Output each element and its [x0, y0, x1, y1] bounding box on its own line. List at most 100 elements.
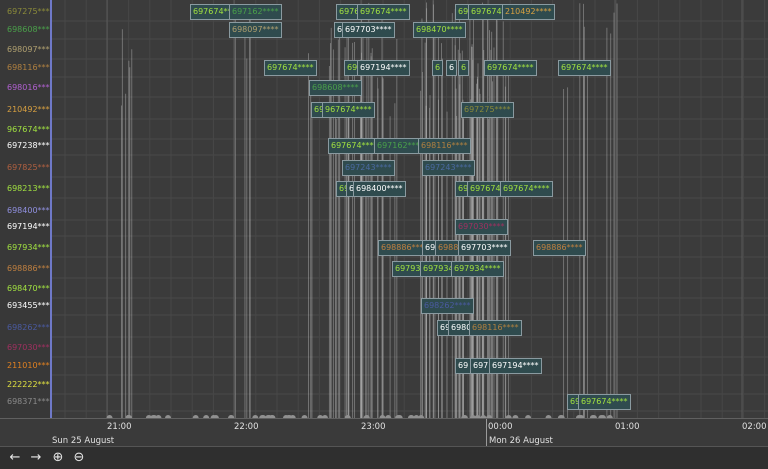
event-tag[interactable]: 6 — [432, 60, 444, 76]
time-axis: 21:00 22:00 23:00 00:00 01:00 02:00 Sun … — [0, 418, 768, 447]
event-dot — [145, 415, 152, 418]
zoom-out-icon[interactable]: ⊖ — [73, 450, 85, 465]
tick-label-0100: 01:00 — [615, 422, 640, 432]
tick-label-2100: 21:00 — [107, 422, 132, 432]
event-dot — [606, 415, 613, 418]
event-tag[interactable]: 967674**** — [322, 102, 375, 118]
event-tag[interactable]: 698470**** — [413, 22, 466, 38]
event-dot — [266, 415, 273, 418]
row-label: 693455**** — [7, 301, 51, 310]
event-tag[interactable]: 697703**** — [342, 22, 395, 38]
row-label: 222222**** — [7, 380, 51, 389]
event-dot — [558, 415, 565, 418]
row-label: 210492**** — [7, 105, 51, 114]
row-label: 698116**** — [7, 63, 51, 72]
event-tag[interactable]: 698116**** — [418, 138, 471, 154]
row-label: 698371**** — [7, 397, 51, 406]
event-tag[interactable]: 697194**** — [489, 358, 542, 374]
row-label: 698608**** — [7, 25, 51, 34]
event-dot — [418, 415, 425, 418]
forward-arrow-icon[interactable]: → — [30, 450, 42, 465]
event-dot — [321, 415, 328, 418]
event-tag[interactable]: 697674**** — [578, 394, 631, 410]
event-dot — [155, 415, 162, 418]
event-tag[interactable]: 698400**** — [353, 181, 406, 197]
event-dot — [301, 415, 308, 418]
tick-label-2300: 23:00 — [361, 422, 386, 432]
event-dot — [252, 415, 259, 418]
row-label: 697238**** — [7, 141, 51, 150]
event-tag[interactable]: 697674**** — [328, 138, 381, 154]
row-label: 697934**** — [7, 243, 51, 252]
event-dot — [545, 415, 552, 418]
event-tag[interactable]: 6 — [446, 60, 458, 76]
event-tag[interactable]: 697194**** — [357, 60, 410, 76]
event-dot — [408, 415, 415, 418]
label-divider[interactable] — [50, 0, 52, 446]
event-dot — [525, 415, 532, 418]
event-dot — [379, 415, 386, 418]
event-tag[interactable]: 697934**** — [451, 261, 504, 277]
tick-label-2200: 22:00 — [234, 422, 259, 432]
event-dot — [480, 415, 487, 418]
event-dot — [598, 415, 605, 418]
row-label: 697030**** — [7, 343, 51, 352]
event-dot — [283, 415, 289, 418]
row-label: 698262**** — [7, 323, 51, 332]
row-label-column: 697275**** 698608**** 698097**** 698116****… — [0, 0, 51, 418]
event-tag[interactable]: 698116**** — [469, 320, 522, 336]
event-tag[interactable]: 697674**** — [500, 181, 553, 197]
event-dot — [486, 415, 493, 418]
event-dot — [505, 415, 512, 418]
event-dot — [385, 415, 392, 418]
event-tag[interactable]: 697275**** — [461, 102, 514, 118]
event-dot — [125, 415, 132, 418]
event-tag[interactable]: 697674**** — [484, 60, 537, 76]
timeline-plot[interactable]: 697674****697162****6976****697674****69… — [52, 0, 768, 418]
event-tag[interactable]: 697243**** — [422, 160, 475, 176]
row-label: 211010**** — [7, 361, 51, 370]
event-tag[interactable]: 6 — [458, 60, 470, 76]
event-dot — [578, 415, 585, 418]
event-tag[interactable]: 69 — [455, 358, 472, 374]
event-tag[interactable]: 697162**** — [229, 4, 282, 20]
row-label: 698470**** — [7, 284, 51, 293]
event-dot — [512, 415, 519, 418]
event-dot — [474, 415, 481, 418]
event-dot — [228, 415, 235, 418]
event-tag[interactable]: 698608**** — [309, 80, 362, 96]
zoom-in-icon[interactable]: ⊕ — [52, 450, 64, 465]
tick-label-0200: 02:00 — [742, 422, 767, 432]
event-dot — [106, 415, 113, 418]
row-label: 697275**** — [7, 7, 51, 16]
event-tag[interactable]: 697703**** — [458, 240, 511, 256]
event-tag[interactable]: 698886**** — [533, 240, 586, 256]
event-tag[interactable]: 698097**** — [229, 22, 282, 38]
back-arrow-icon[interactable]: ← — [9, 450, 21, 465]
event-dot — [192, 415, 199, 418]
row-label: 698400**** — [7, 206, 51, 215]
row-label: 697194**** — [7, 222, 51, 231]
event-dot — [363, 415, 370, 418]
event-tag[interactable]: 697674**** — [264, 60, 317, 76]
event-tag[interactable]: 6980 — [448, 320, 475, 336]
event-tag[interactable]: 697674**** — [558, 60, 611, 76]
event-dot — [203, 415, 210, 418]
date-label-sun: Sun 25 August — [52, 436, 115, 446]
tick-label-0000: 00:00 — [488, 422, 513, 432]
event-dot — [165, 415, 172, 418]
event-dot — [395, 415, 402, 418]
event-tag[interactable]: 210492**** — [502, 4, 555, 20]
row-label: 698886**** — [7, 264, 51, 273]
event-dot — [317, 415, 324, 418]
event-tag[interactable]: 697674**** — [357, 4, 410, 20]
date-label-mon: Mon 26 August — [489, 436, 553, 446]
event-tag[interactable]: 698262**** — [421, 298, 474, 314]
event-tag[interactable]: 697243**** — [342, 160, 395, 176]
event-tag[interactable]: 697030**** — [455, 219, 508, 235]
row-label: 698213**** — [7, 184, 51, 193]
event-dot — [210, 415, 217, 418]
row-label: 698016**** — [7, 83, 51, 92]
event-dot — [344, 415, 351, 418]
